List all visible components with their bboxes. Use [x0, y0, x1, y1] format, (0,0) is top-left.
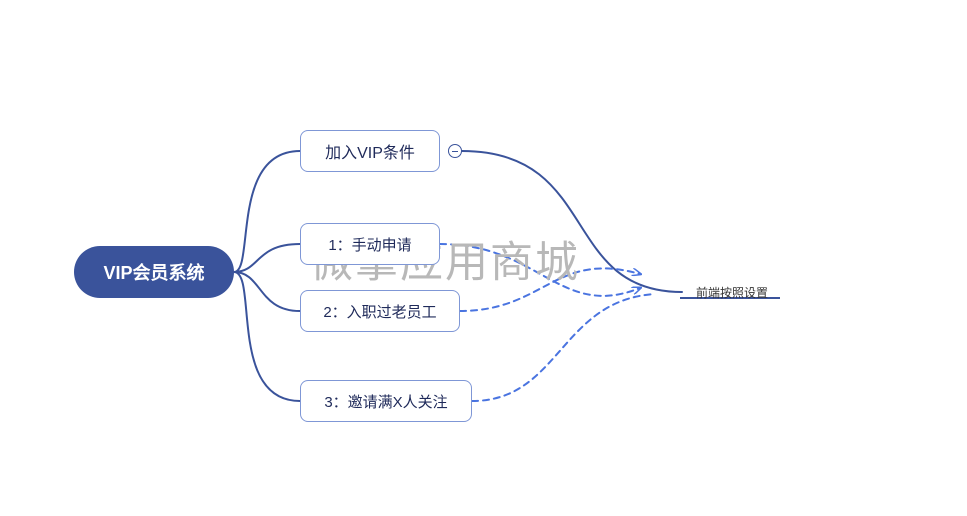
node-manual-apply[interactable]: 1：手动申请 — [300, 223, 440, 265]
collapse-toggle-icon[interactable] — [448, 144, 462, 158]
node-label: 加入VIP条件 — [325, 139, 415, 163]
root-node-label: VIP会员系统 — [103, 259, 204, 285]
node-former-staff[interactable]: 2：入职过老员工 — [300, 290, 460, 332]
node-frontend-config[interactable]: 前端按照设置 — [682, 280, 782, 304]
mindmap-canvas: 微擎应用商城 VIP会员系统 加入VIP条件 1：手动申请 2：入职过老员工 3… — [0, 0, 967, 516]
node-vip-condition[interactable]: 加入VIP条件 — [300, 130, 440, 172]
node-invite-x[interactable]: 3：邀请满X人关注 — [300, 380, 472, 422]
node-label: 1：手动申请 — [328, 234, 411, 255]
node-label: 前端按照设置 — [696, 284, 768, 301]
node-label: 3：邀请满X人关注 — [324, 391, 447, 412]
root-node[interactable]: VIP会员系统 — [74, 246, 234, 298]
node-label: 2：入职过老员工 — [323, 301, 436, 322]
